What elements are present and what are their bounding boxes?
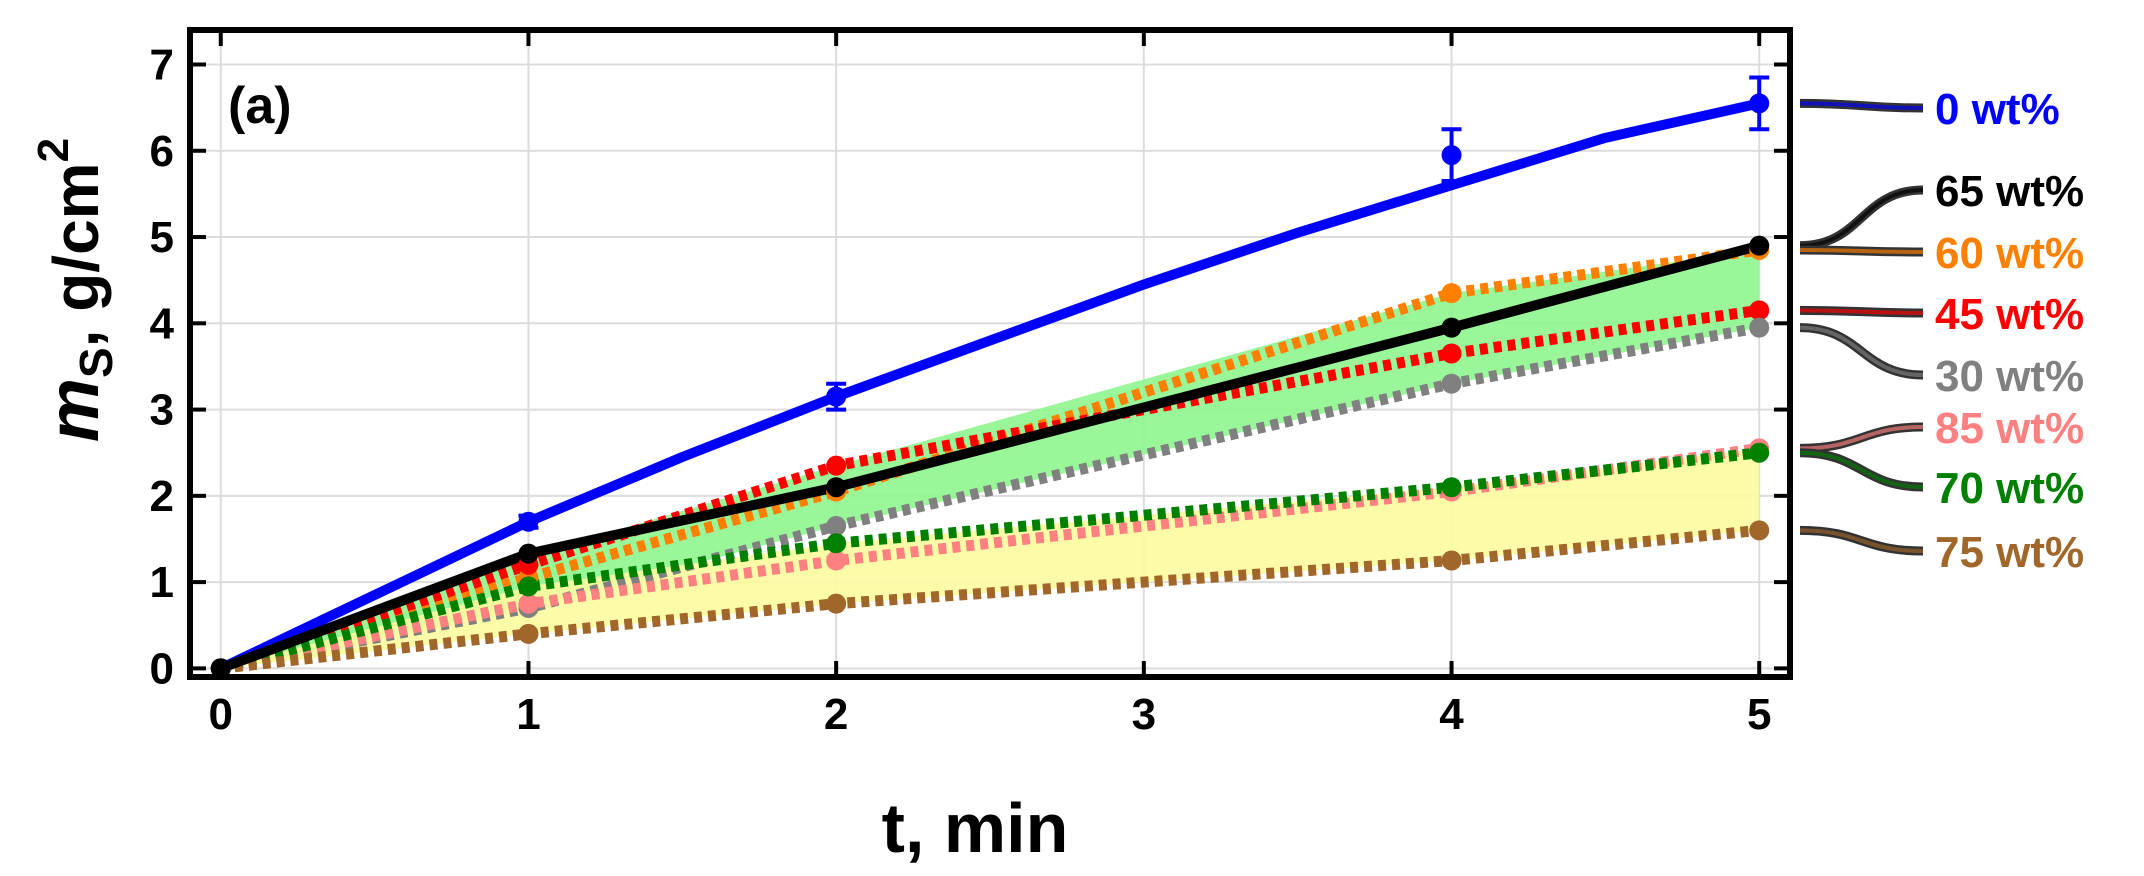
axis-ticks: 0 1 2 3 4 5 0 1 2 3 4 5 6 7 — [150, 30, 1790, 739]
x-axis-title: t, min — [882, 789, 1069, 867]
data-markers — [210, 75, 1770, 679]
y-tick-label: 0 — [150, 644, 174, 693]
data-point-45-wt — [1749, 300, 1770, 321]
series-line-0-wt — [215, 98, 1765, 674]
y-tick-label: 6 — [150, 127, 174, 176]
series-line-60-wt — [219, 244, 1760, 674]
x-tick-label: 5 — [1747, 690, 1771, 739]
legend-connector-30-wt — [1799, 325, 1924, 377]
y-axis-title-units: , g/cm — [40, 162, 112, 347]
series-line-70-wt — [219, 447, 1760, 674]
data-point-30-wt — [826, 516, 847, 537]
data-point-75-wt — [1749, 520, 1770, 541]
legend-connector-85-wt — [1799, 425, 1924, 451]
panel-label: (a) — [228, 77, 292, 135]
y-axis-title-symbol: m — [34, 378, 114, 442]
y-tick-label: 4 — [150, 299, 175, 348]
y-tick-label: 2 — [150, 472, 174, 521]
grid — [190, 30, 1790, 677]
legend-label-30-wt: 30 wt% — [1935, 352, 2084, 401]
data-point-30-wt — [1441, 373, 1462, 394]
y-tick-label: 3 — [150, 386, 174, 435]
data-point-45-wt — [1441, 343, 1462, 364]
data-point-70-wt — [1749, 442, 1770, 463]
data-point-75-wt — [518, 623, 539, 644]
x-tick-label: 4 — [1439, 690, 1464, 739]
legend-label-65-wt: 65 wt% — [1935, 167, 2084, 216]
data-point-70-wt — [518, 576, 539, 597]
x-tick-label: 1 — [516, 690, 540, 739]
plot-frame — [187, 27, 1793, 680]
data-point-30-wt — [1749, 317, 1770, 338]
data-point-45-wt — [826, 455, 847, 476]
shaded-band — [220, 249, 1760, 669]
x-tick-label: 2 — [824, 690, 848, 739]
legend-label-75-wt: 75 wt% — [1935, 528, 2084, 577]
y-tick-label: 1 — [150, 558, 174, 607]
legend-connector-0-wt — [1799, 101, 1924, 110]
data-point-65-wt — [1749, 235, 1770, 256]
data-point-70-wt — [1441, 477, 1462, 498]
legend-connector-60-wt — [1799, 247, 1924, 254]
legend-label-0-wt: 0 wt% — [1935, 85, 2060, 134]
data-point-85-wt — [826, 550, 847, 571]
legend-label-60-wt: 60 wt% — [1935, 229, 2084, 278]
legend-label-45-wt: 45 wt% — [1935, 290, 2084, 339]
legend-connector-70-wt — [1799, 450, 1924, 489]
y-axis-title: mS, g/cm2 — [29, 138, 122, 442]
legend-connector-65-wt — [1799, 188, 1924, 248]
x-tick-label: 3 — [1132, 690, 1156, 739]
y-tick-label: 5 — [150, 213, 174, 262]
data-point-85-wt — [518, 593, 539, 614]
legend-label-85-wt: 85 wt% — [1935, 404, 2084, 453]
data-point-65-wt — [1441, 317, 1462, 338]
data-point-60-wt — [1441, 283, 1462, 304]
legend-label-70-wt: 70 wt% — [1935, 464, 2084, 513]
y-axis-title-subscript: S — [70, 347, 122, 378]
data-point-75-wt — [1441, 550, 1462, 571]
x-tick-label: 0 — [209, 690, 233, 739]
legend: 0 wt% 65 wt% 60 wt% 45 wt% 30 wt%85 wt% 70 wt… — [1799, 85, 2084, 577]
y-axis-title-superscript: 2 — [29, 138, 78, 162]
data-point-65-wt — [826, 477, 847, 498]
legend-connector-45-wt — [1799, 308, 1924, 315]
legend-connector-75-wt — [1799, 528, 1924, 553]
data-point-75-wt — [826, 593, 847, 614]
data-point-70-wt — [826, 533, 847, 554]
data-point-65-wt — [518, 543, 539, 564]
y-tick-label: 7 — [150, 41, 174, 90]
